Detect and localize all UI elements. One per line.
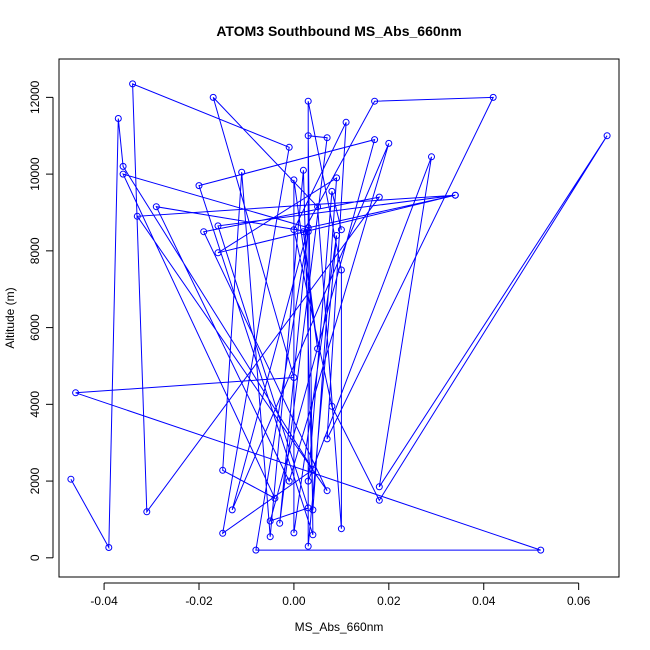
data-point [266,517,274,525]
data-point [375,496,383,504]
y-tick-label: 4000 [28,391,42,418]
data-point [105,544,113,551]
y-tick-label: 10000 [28,157,42,191]
marker-layer [67,80,611,554]
data-point [309,506,317,514]
series-layer [70,83,608,551]
data-point [333,174,341,182]
y-axis-label: Altitude (m) [3,287,17,348]
data-point [385,139,393,147]
data-point [489,93,497,101]
y-tick-label: 8000 [28,237,42,264]
y-tick-label: 2000 [28,467,42,494]
data-point [337,266,345,274]
data-point [309,466,317,474]
data-point [290,529,298,537]
data-point [119,162,127,170]
data-point [314,345,322,353]
data-point [238,168,246,176]
data-point [285,477,293,485]
data-point [299,166,307,174]
x-tick-label: 0.02 [377,594,401,608]
data-point [209,93,217,101]
y-tick-label: 12000 [28,80,42,114]
data-point [143,508,151,516]
data-point [290,374,298,381]
x-axis: -0.04 -0.02 0.00 0.02 0.04 0.06 [90,582,591,608]
data-point [375,193,383,201]
data-point [309,531,317,539]
data-point [133,212,141,220]
data-point [337,525,345,533]
y-tick-label: 0 [28,554,42,561]
x-axis-label: MS_Abs_660nm [295,620,384,634]
data-point [214,249,222,257]
data-point [304,504,312,512]
data-point [67,475,75,483]
data-point [375,483,383,491]
data-point [451,191,459,199]
chart-title: ATOM3 Southbound MS_Abs_660nm [216,23,461,39]
data-point [314,203,322,211]
data-point [337,226,345,234]
x-tick-label: 0.06 [567,594,591,608]
data-point [428,153,435,161]
data-point [200,228,208,236]
data-point [119,170,127,178]
data-point [371,136,379,144]
data-point [114,115,122,122]
data-point [195,182,203,190]
y-tick-label: 6000 [28,314,42,341]
data-point [276,519,284,527]
data-point [342,118,350,126]
data-point [304,228,312,236]
plot-frame [58,58,620,578]
data-point [304,224,312,232]
data-point [304,477,312,485]
data-point [266,533,274,541]
data-point [299,228,307,236]
series-line [70,83,608,551]
data-point [371,97,379,105]
data-point [72,389,80,397]
data-point [328,187,336,195]
data-point [323,435,331,443]
data-point [328,402,336,410]
data-point [333,232,341,239]
data-point [323,487,331,495]
data-point [271,494,279,502]
data-point [214,222,222,230]
x-tick-label: -0.02 [185,594,213,608]
data-point [152,203,160,211]
data-point [304,542,312,550]
data-point [228,506,236,514]
data-point [219,529,227,537]
data-point [537,546,545,554]
x-tick-label: 0.04 [472,594,496,608]
data-point [219,466,227,474]
x-tick-label: -0.04 [90,594,118,608]
data-point [290,176,298,184]
x-tick-label: 0.00 [282,594,306,608]
y-axis: 0 2000 4000 6000 8000 10000 12000 [28,80,54,561]
data-point [323,134,331,142]
data-point [252,546,260,554]
data-point [603,132,611,140]
data-point [129,80,137,88]
data-point [304,97,312,105]
data-point [290,226,298,234]
data-point [304,132,312,140]
data-point [285,143,293,151]
